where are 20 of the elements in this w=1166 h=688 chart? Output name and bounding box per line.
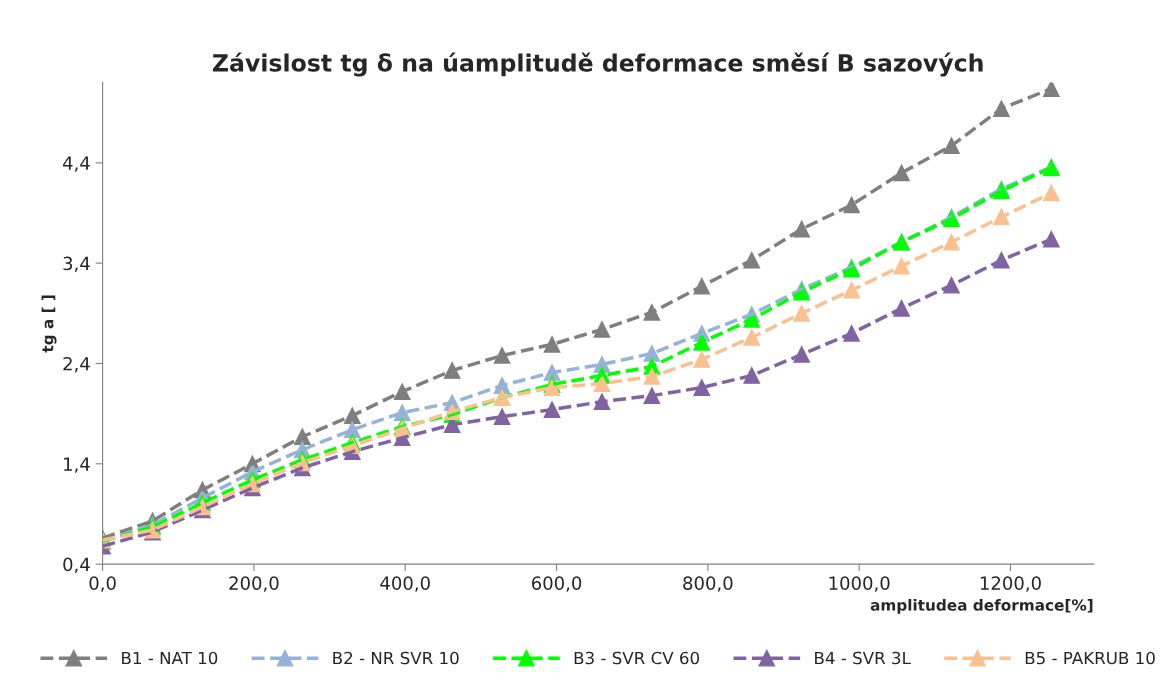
y-tick-label: 2,4: [63, 356, 90, 373]
x-tick-label: 800,0: [683, 576, 733, 592]
x-tick-label: 200,0: [229, 576, 279, 592]
y-axis-title: tg a [ ]: [41, 295, 57, 353]
legend-label: B5 - PAKRUB 10: [1025, 651, 1155, 665]
y-tick-label: 1,4: [64, 457, 90, 473]
legend-label: B4 - SVR 3L: [815, 651, 911, 665]
y-tick-label: 0,4: [63, 557, 90, 574]
y-tick-label: 3,4: [63, 256, 90, 273]
x-tick-label: 1000,0: [829, 576, 890, 592]
legend-label: B2 - NR SVR 10: [333, 651, 459, 665]
y-tick-label: 4,4: [62, 156, 90, 172]
x-tick-label: 0,0: [89, 576, 116, 592]
legend-label: B1 - NAT 10: [122, 651, 218, 665]
x-axis-title: amplitudea deformace[%]: [870, 599, 1093, 614]
legend-label: B3 - SVR CV 60: [574, 651, 700, 665]
x-tick-label: 400,0: [380, 576, 430, 592]
x-tick-label: 600,0: [531, 576, 582, 592]
x-tick-label: 1200,0: [980, 576, 1041, 592]
chart-title: Závislost tg δ na úamplitudě deformace směsí B sazových: [212, 52, 983, 77]
